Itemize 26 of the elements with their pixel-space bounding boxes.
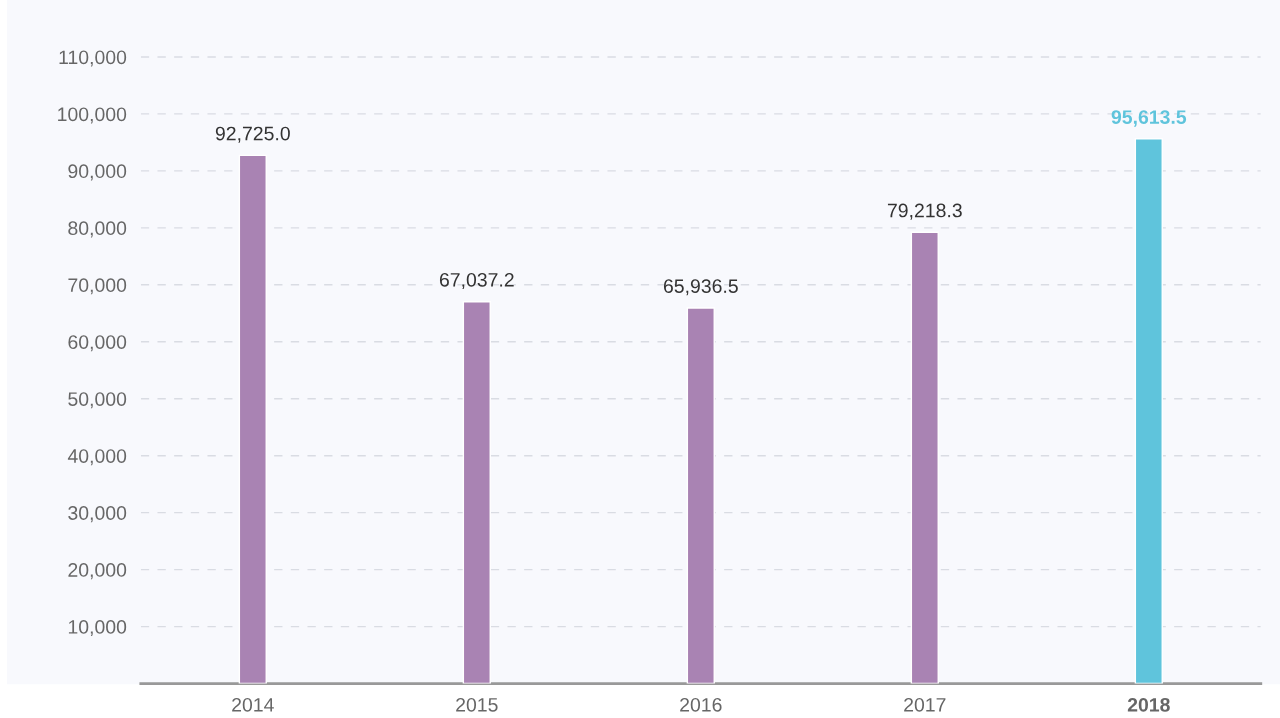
y-tick-label: 100,000 <box>58 107 127 124</box>
y-tick-label: 30,000 <box>68 506 127 523</box>
bar <box>910 231 939 684</box>
y-tick-label: 10,000 <box>68 620 127 637</box>
y-tick-label: 70,000 <box>68 278 127 295</box>
y-tick-label: 60,000 <box>68 335 127 352</box>
y-tick-label: 110,000 <box>59 50 127 67</box>
y-tick-label: 80,000 <box>68 221 127 238</box>
data-label: 67,037.2 <box>439 272 514 290</box>
x-tick-label: 2014 <box>232 697 274 712</box>
data-label: 79,218.3 <box>887 203 962 220</box>
x-tick-label: 2017 <box>904 697 946 712</box>
x-tick-label: 2016 <box>680 697 722 712</box>
bar <box>686 307 715 684</box>
bar <box>1134 138 1163 684</box>
y-tick-label: 50,000 <box>68 392 127 409</box>
y-tick-label: 40,000 <box>67 449 127 466</box>
data-label: 92,725.0 <box>215 126 290 143</box>
bar <box>238 154 267 684</box>
x-tick-label: 2018 <box>1127 697 1170 712</box>
y-tick-label: 90,000 <box>68 164 127 181</box>
y-tick-label: 20,000 <box>68 563 127 580</box>
data-label: 65,936.5 <box>663 279 738 296</box>
bar <box>462 300 491 684</box>
data-label: 95,613.5 <box>1111 110 1187 127</box>
x-tick-label: 2015 <box>456 697 498 712</box>
